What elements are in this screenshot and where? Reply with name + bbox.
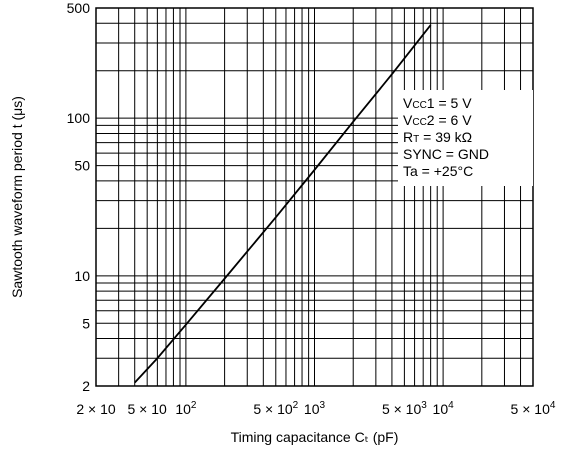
y-tick-label: 2 [82,378,90,394]
x-tick-label: 104 [433,400,455,417]
condition-line: Ta = +25°C [403,163,473,179]
conditions-background [398,90,533,186]
x-tick-label: 103 [304,400,326,417]
y-axis-label: Sawtooth waveform period t (μs) [9,96,25,298]
series-layer [134,24,432,384]
x-tick-label: 5 × 102 [253,400,298,417]
x-tick-label: 2 × 10 [76,401,116,417]
condition-line: RT = 39 kΩ [403,129,472,145]
y-tick-label: 500 [67,0,91,16]
x-tick-label: 102 [175,400,197,417]
y-tick-label: 50 [74,158,90,174]
condition-line: SYNC = GND [403,146,489,162]
y-tick-label: 5 [82,315,90,331]
grid [95,7,534,387]
plot-border [95,7,534,387]
x-tick-label: 5 × 104 [511,400,556,417]
x-tick-labels: 2 × 10 5 × 10 102 5 × 102 103 5 × 103 104 5 × 1… [76,400,556,417]
plot-frame [95,7,534,387]
x-axis-label: Timing capacitance Cₜ (pF) [231,429,399,445]
y-tick-labels: 2 5 10 50 100 500 [67,0,91,394]
y-tick-label: 100 [67,110,91,126]
condition-line: VCC1 = 5 V [403,95,472,111]
x-tick-label: 5 × 103 [382,400,427,417]
y-tick-label: 10 [74,268,90,284]
x-tick-label: 5 × 10 [128,401,168,417]
series-line-0 [134,24,432,384]
